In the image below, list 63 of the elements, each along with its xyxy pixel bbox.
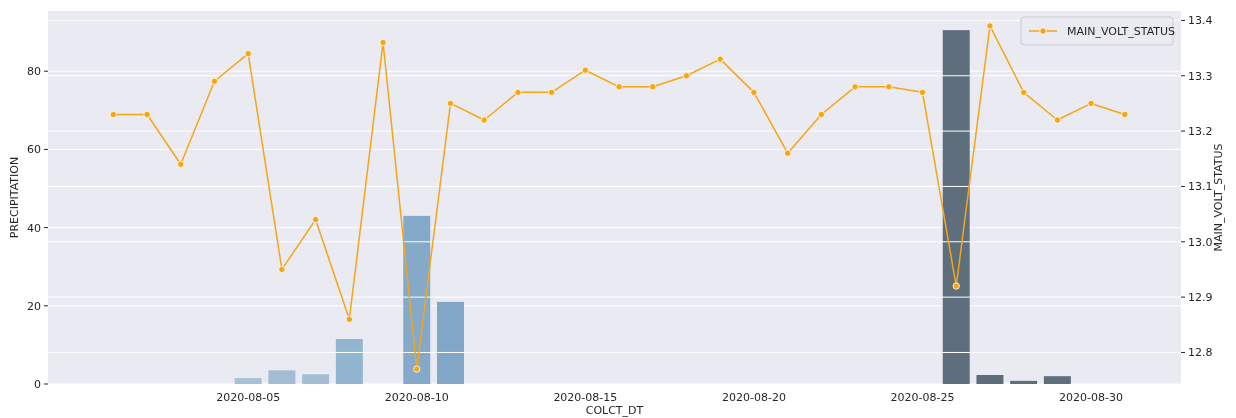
y2-tick-label: 13.2: [1188, 125, 1213, 139]
point: [952, 282, 960, 290]
point: [885, 83, 893, 91]
x-tick-label: 2020-08-30: [1059, 391, 1124, 404]
x-tick-label: 2020-08-15: [553, 391, 618, 404]
point: [615, 83, 623, 91]
point: [345, 315, 353, 323]
point: [716, 55, 724, 63]
y-tick-label: 60: [27, 143, 41, 157]
y-tick-label: 0: [34, 378, 41, 391]
point: [244, 50, 252, 58]
y2-tick-label: 13.1: [1188, 180, 1213, 194]
x-tick-label: 2020-08-10: [384, 391, 449, 404]
point: [548, 88, 556, 96]
point: [1053, 116, 1061, 124]
point: [109, 110, 117, 119]
x-axis-title: COLCT_DT: [585, 404, 644, 417]
x-tick-label: 2020-08-20: [721, 391, 786, 404]
point: [682, 72, 691, 80]
legend-label: MAIN_VOLT_STATUS: [1067, 25, 1176, 38]
point: [143, 110, 151, 119]
point: [750, 88, 758, 96]
y2-tick-label: 13.4: [1188, 14, 1213, 28]
bar: [234, 378, 262, 384]
point: [177, 160, 185, 168]
point: [278, 265, 286, 274]
y-axis-title: PRECIPITATION: [8, 156, 21, 239]
bar: [942, 30, 970, 384]
point: [210, 77, 219, 85]
bar: [302, 374, 330, 384]
bar: [335, 339, 363, 384]
point: [1121, 110, 1129, 119]
x-tick-label: 2020-08-05: [216, 391, 281, 404]
bar: [976, 375, 1004, 384]
y2-tick-label: 13.3: [1188, 69, 1213, 83]
y2-tick-label: 12.8: [1188, 346, 1213, 360]
point: [986, 22, 994, 30]
point: [312, 216, 320, 224]
point: [1020, 88, 1028, 96]
point: [480, 116, 488, 124]
bar: [268, 370, 296, 384]
point: [581, 66, 589, 74]
bar: [403, 215, 431, 384]
point: [514, 88, 522, 96]
point: [379, 38, 387, 47]
y-tick-label: 80: [27, 65, 41, 79]
bar: [1043, 376, 1071, 384]
x-tick-label: 2020-08-25: [890, 391, 955, 404]
point: [817, 110, 825, 119]
y2-tick-label: 12.9: [1188, 291, 1213, 305]
y2-tick-label: 13.0: [1188, 235, 1213, 249]
point: [649, 83, 657, 91]
point: [918, 88, 927, 96]
point: [784, 149, 792, 157]
y-tick-label: 40: [27, 221, 41, 235]
y-tick-label: 20: [27, 299, 41, 313]
bar: [1010, 380, 1038, 384]
point: [413, 365, 421, 373]
point: [446, 99, 455, 108]
y2-axis-title: MAIN_VOLT_STATUS: [1212, 143, 1225, 252]
point: [1087, 99, 1095, 108]
point: [851, 83, 859, 91]
bar: [437, 301, 464, 384]
